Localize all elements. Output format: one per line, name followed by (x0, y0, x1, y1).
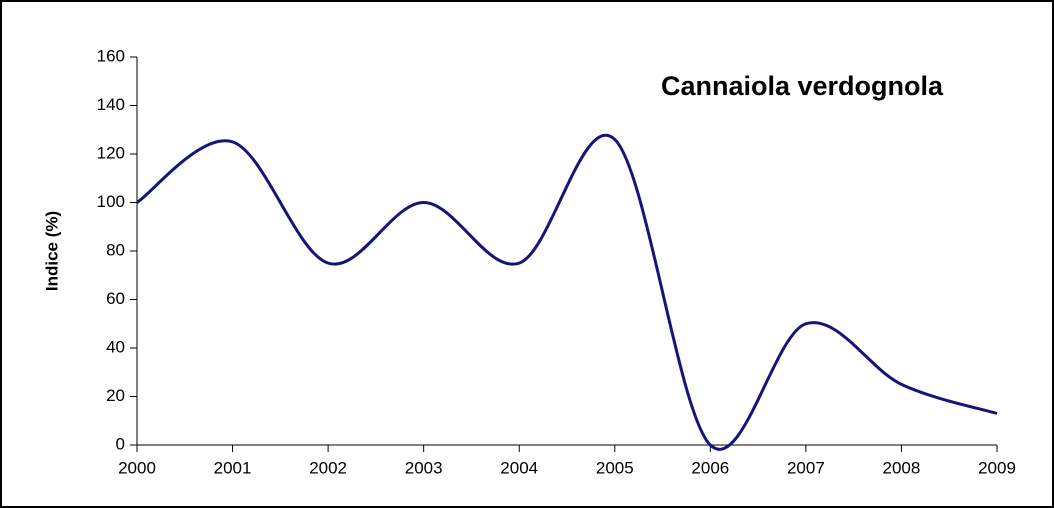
x-tick-label: 2001 (214, 458, 252, 477)
y-tick-label: 140 (97, 95, 125, 114)
x-tick-label: 2009 (978, 458, 1016, 477)
y-tick-label: 0 (116, 434, 125, 453)
chart-title: Cannaiola verdognola (661, 71, 944, 101)
y-tick-label: 60 (106, 289, 125, 308)
line (136, 134, 998, 451)
x-tick-label: 2008 (883, 458, 921, 477)
y-tick-label: 100 (97, 192, 125, 211)
y-tick-label: 120 (97, 143, 125, 162)
x-tick-label: 2006 (691, 458, 729, 477)
y-tick-label: 160 (97, 46, 125, 65)
x-tick-label: 2003 (405, 458, 443, 477)
x-tick-label: 2005 (596, 458, 634, 477)
y-tick-label: 20 (106, 386, 125, 405)
y-axis-label: Indice (%) (42, 211, 61, 291)
x-tick-label: 2000 (118, 458, 156, 477)
y-tick-label: 80 (106, 240, 125, 259)
x-tick-label: 2004 (500, 458, 538, 477)
x-tick-label: 2007 (787, 458, 825, 477)
y-tick-label: 40 (106, 337, 125, 356)
x-tick-label: 2002 (309, 458, 347, 477)
